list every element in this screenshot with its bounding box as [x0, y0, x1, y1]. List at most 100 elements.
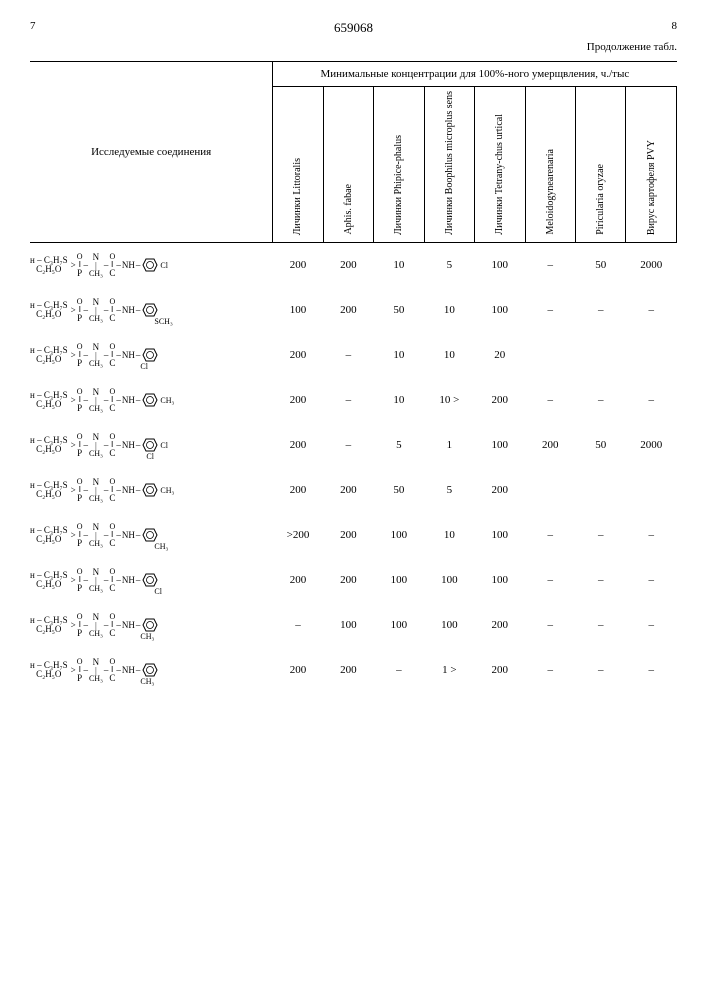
compound-cell: н – C₃H₇S C₂H₅O > O ‖ P – N | CH₃ – O ‖ …	[30, 513, 273, 558]
value-cell: 200	[273, 423, 323, 468]
value-cell	[575, 333, 625, 378]
document-number: 659068	[36, 20, 672, 36]
value-cell: 200	[475, 648, 525, 693]
col-piricularia: Piricularia oryzae	[575, 87, 625, 243]
value-cell: –	[575, 603, 625, 648]
value-cell: 10	[424, 513, 474, 558]
table-row: н – C₃H₇S C₂H₅O > O ‖ P – N | CH₃ – O ‖ …	[30, 648, 677, 693]
value-cell: 200	[273, 468, 323, 513]
table-row: н – C₃H₇S C₂H₅O > O ‖ P – N | CH₃ – O ‖ …	[30, 558, 677, 603]
value-cell: 200	[273, 333, 323, 378]
value-cell	[626, 468, 677, 513]
value-cell: 5	[424, 242, 474, 288]
value-cell: 2000	[626, 423, 677, 468]
value-cell: –	[626, 558, 677, 603]
value-cell	[626, 333, 677, 378]
value-cell: 200	[323, 513, 373, 558]
value-cell: –	[273, 603, 323, 648]
value-cell: 1	[424, 423, 474, 468]
col-compounds-header: Исследуемые соединения	[30, 62, 273, 243]
col-tetranychus: Личинки Tetrany-chus urtical	[475, 87, 525, 243]
table-row: н – C₃H₇S C₂H₅O > O ‖ P – N | CH₃ – O ‖ …	[30, 378, 677, 423]
table-row: н – C₃H₇S C₂H₅O > O ‖ P – N | CH₃ – O ‖ …	[30, 333, 677, 378]
value-cell: 1 >	[424, 648, 474, 693]
value-cell: –	[626, 288, 677, 333]
col-littoralis: Личинки Littoralis	[273, 87, 323, 243]
value-cell: 100	[475, 288, 525, 333]
value-cell: 200	[323, 288, 373, 333]
value-cell: –	[575, 288, 625, 333]
value-cell: 200	[475, 378, 525, 423]
col-boophilus: Личинки Boophilus microplus sens	[424, 87, 474, 243]
value-cell: –	[323, 333, 373, 378]
value-cell: 100	[475, 558, 525, 603]
value-cell: 100	[374, 603, 424, 648]
value-cell: 100	[374, 558, 424, 603]
col-phipicephalus: Личинки Phipice-phalus	[374, 87, 424, 243]
table-row: н – C₃H₇S C₂H₅O > O ‖ P – N | CH₃ – O ‖ …	[30, 603, 677, 648]
value-cell: 200	[475, 603, 525, 648]
value-cell: 50	[374, 288, 424, 333]
value-cell: 100	[424, 558, 474, 603]
table-row: н – C₃H₇S C₂H₅O > O ‖ P – N | CH₃ – O ‖ …	[30, 242, 677, 288]
table-row: н – C₃H₇S C₂H₅O > O ‖ P – N | CH₃ – O ‖ …	[30, 288, 677, 333]
value-cell: –	[575, 513, 625, 558]
compound-cell: н – C₃H₇S C₂H₅O > O ‖ P – N | CH₃ – O ‖ …	[30, 333, 273, 378]
value-cell: –	[626, 648, 677, 693]
chemical-structure: н – C₃H₇S C₂H₅O > O ‖ P – N | CH₃ – O ‖ …	[30, 613, 159, 638]
value-cell: 100	[424, 603, 474, 648]
value-cell: –	[575, 378, 625, 423]
value-cell: 200	[273, 558, 323, 603]
chemical-structure: н – C₃H₇S C₂H₅O > O ‖ P – N | CH₃ – O ‖ …	[30, 433, 159, 458]
compound-cell: н – C₃H₇S C₂H₅O > O ‖ P – N | CH₃ – O ‖ …	[30, 378, 273, 423]
value-cell: 200	[323, 468, 373, 513]
chemical-structure: н – C₃H₇S C₂H₅O > O ‖ P – N | CH₃ – O ‖ …	[30, 523, 159, 548]
value-cell: –	[525, 242, 575, 288]
value-cell: 50	[575, 242, 625, 288]
value-cell: 10	[374, 333, 424, 378]
chemical-structure: н – C₃H₇S C₂H₅O > O ‖ P – N | CH₃ – O ‖ …	[30, 478, 159, 503]
value-cell: –	[626, 378, 677, 423]
value-cell: 50	[575, 423, 625, 468]
value-cell: >200	[273, 513, 323, 558]
value-cell: 200	[475, 468, 525, 513]
value-cell: 20	[475, 333, 525, 378]
compound-cell: н – C₃H₇S C₂H₅O > O ‖ P – N | CH₃ – O ‖ …	[30, 288, 273, 333]
chemical-structure: н – C₃H₇S C₂H₅O > O ‖ P – N | CH₃ – O ‖ …	[30, 568, 159, 593]
chemical-structure: н – C₃H₇S C₂H₅O > O ‖ P – N | CH₃ – O ‖ …	[30, 388, 159, 413]
compound-cell: н – C₃H₇S C₂H₅O > O ‖ P – N | CH₃ – O ‖ …	[30, 468, 273, 513]
value-cell: –	[525, 558, 575, 603]
value-cell: 10	[424, 333, 474, 378]
value-cell: –	[575, 558, 625, 603]
value-cell: 10	[374, 378, 424, 423]
value-cell: 100	[374, 513, 424, 558]
compound-cell: н – C₃H₇S C₂H₅O > O ‖ P – N | CH₃ – O ‖ …	[30, 558, 273, 603]
value-cell: 10	[424, 288, 474, 333]
value-cell: –	[626, 513, 677, 558]
col-concentrations-header: Минимальные концентрации для 100%-ного у…	[273, 62, 677, 87]
page-number-right: 8	[672, 20, 678, 36]
col-meloidogyne: Meloidogynearenaria	[525, 87, 575, 243]
value-cell: 100	[273, 288, 323, 333]
value-cell: 50	[374, 468, 424, 513]
page-header: 7 659068 8	[30, 20, 677, 36]
chemical-structure: н – C₃H₇S C₂H₅O > O ‖ P – N | CH₃ – O ‖ …	[30, 253, 159, 278]
compound-cell: н – C₃H₇S C₂H₅O > O ‖ P – N | CH₃ – O ‖ …	[30, 603, 273, 648]
compound-cell: н – C₃H₇S C₂H₅O > O ‖ P – N | CH₃ – O ‖ …	[30, 242, 273, 288]
value-cell: –	[323, 378, 373, 423]
value-cell: 5	[374, 423, 424, 468]
value-cell	[525, 333, 575, 378]
table-body: н – C₃H₇S C₂H₅O > O ‖ P – N | CH₃ – O ‖ …	[30, 242, 677, 693]
value-cell: 200	[273, 242, 323, 288]
chemical-structure: н – C₃H₇S C₂H₅O > O ‖ P – N | CH₃ – O ‖ …	[30, 298, 159, 323]
value-cell: –	[626, 603, 677, 648]
compound-cell: н – C₃H₇S C₂H₅O > O ‖ P – N | CH₃ – O ‖ …	[30, 648, 273, 693]
value-cell: 100	[475, 423, 525, 468]
value-cell: –	[525, 513, 575, 558]
value-cell: –	[525, 378, 575, 423]
value-cell: 10	[374, 242, 424, 288]
col-aphis: Aphis. fabae	[323, 87, 373, 243]
data-table: Исследуемые соединения Минимальные конце…	[30, 61, 677, 693]
value-cell	[575, 468, 625, 513]
value-cell: 200	[323, 242, 373, 288]
